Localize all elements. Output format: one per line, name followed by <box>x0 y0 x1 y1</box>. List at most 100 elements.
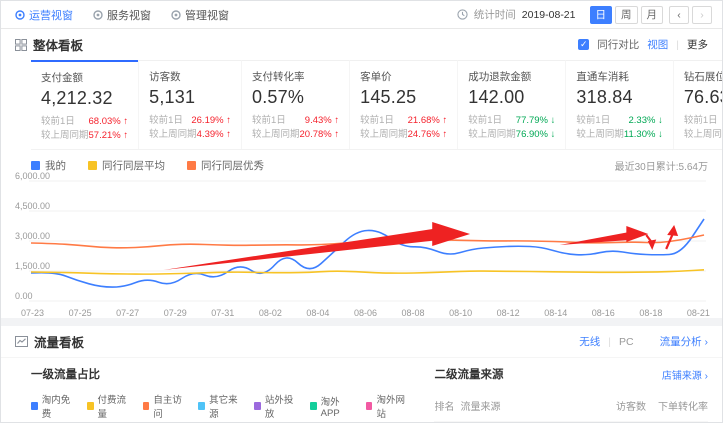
col-rank: 排名 <box>434 402 455 413</box>
y-axis-label: 1,500.00 <box>15 261 51 271</box>
dashboard-grid-icon <box>15 38 27 51</box>
metric-card-3[interactable]: 支付转化率 0.57% 较前1日 9.43% ↑ 较上周同期 20.78% ↑ <box>240 60 350 149</box>
shop-source-link[interactable]: 店铺来源 › <box>661 370 708 382</box>
x-axis-label: 08-02 <box>258 308 282 318</box>
window-icon <box>15 9 25 20</box>
pc-toggle[interactable]: PC <box>618 335 634 348</box>
x-axis-label: 07-23 <box>21 308 45 318</box>
metric-compare-row: 较前1日 21.68% ↑ <box>360 115 448 126</box>
more-link[interactable]: 更多 <box>687 39 708 51</box>
tab-label: 运营视窗 <box>29 9 73 22</box>
metric-title: 直通车消耗 <box>576 71 629 83</box>
chevron-left-icon[interactable]: ‹ <box>669 5 689 24</box>
stat-date[interactable]: 2019-08-21 <box>521 8 576 21</box>
arrow-up-icon: ↑ <box>442 115 448 126</box>
legend-item[interactable]: 自主访问 <box>142 392 186 420</box>
top-bar: 运营视窗 服务视窗 管理视窗 统计时间 2019-08-21 日 周 月 ‹ › <box>1 1 722 29</box>
legend-swatch <box>88 161 97 170</box>
x-axis-label: 08-18 <box>639 308 663 318</box>
tab-label: 服务视窗 <box>107 9 151 22</box>
arrow-down-icon: ↓ <box>550 115 556 126</box>
traffic-source-panel: 二级流量来源 店铺来源 › 排名 流量来源 访客数 下单转化率 1我的淘宝2,2… <box>434 366 708 422</box>
legend-item[interactable]: 其它来源 <box>198 392 241 420</box>
peer-compare-label[interactable]: 同行对比 <box>597 39 640 51</box>
metric-compare-row: 较前1日 68.03% ↑ <box>41 116 129 127</box>
metric-card-6[interactable]: 直通车消耗 318.84 较前1日 2.33% ↓ 较上周同期 11.30% ↓ <box>565 60 673 149</box>
clock-icon <box>457 9 468 20</box>
x-axis-label: 08-12 <box>496 308 520 318</box>
metric-value: 0.57% <box>251 87 305 107</box>
traffic-panel: 流量看板 无线 | PC 流量分析 › 一级流量占比 淘内免费 付费流量 自主访问其… <box>1 326 722 422</box>
arrow-up-icon: ↑ <box>334 115 340 126</box>
metric-compare-row: 较上周同期 20.78% ↑ <box>251 129 340 140</box>
arrow-down-icon: ↓ <box>658 115 663 126</box>
legend-swatch <box>142 402 150 410</box>
x-axis-label: 08-16 <box>591 308 615 318</box>
overview-panel: 整体看板 ✓ 同行对比 视图 | 更多 支付金额 4,212.32 较前1日 68.0… <box>1 29 722 318</box>
wireless-toggle[interactable]: 无线 <box>579 336 601 348</box>
legend-swatch <box>187 161 196 170</box>
trend-chart[interactable]: 6,000.00 4,500.00 3,000.00 1,500.00 0.00 <box>13 171 710 307</box>
stat-time-label: 统计时间 <box>473 9 516 21</box>
tab-label: 管理视窗 <box>185 9 229 22</box>
table-row[interactable]: 1我的淘宝2,2940.78% <box>434 421 708 422</box>
legend-swatch <box>31 161 40 170</box>
x-axis-label: 07-31 <box>211 308 235 318</box>
legend-swatch <box>198 402 206 410</box>
period-switch: 日 周 月 <box>589 5 663 24</box>
legend-swatch <box>309 402 317 410</box>
metric-title: 成功退款金额 <box>468 71 532 83</box>
metric-value: 145.25 <box>360 87 417 107</box>
view-tabs: 运营视窗 服务视窗 管理视窗 <box>15 7 229 23</box>
tab-manage-window[interactable]: 管理视窗 <box>171 7 229 23</box>
legend-item[interactable]: 同行同层优秀 <box>187 158 264 173</box>
metric-card-5[interactable]: 成功退款金额 142.00 较前1日 77.79% ↓ 较上周同期 76.90% ↓ <box>457 60 566 149</box>
tab-service-window[interactable]: 服务视窗 <box>93 7 151 23</box>
legend-swatch <box>365 402 373 410</box>
legend-item[interactable]: 淘内免费 <box>31 392 74 420</box>
metric-title: 支付金额 <box>41 72 83 84</box>
tab-operation-window[interactable]: 运营视窗 <box>15 7 73 23</box>
peer-compare-checkbox[interactable]: ✓ <box>578 39 590 50</box>
metric-compare-row: 较上周同期 11.30% ↓ <box>576 129 663 140</box>
traffic-source-title: 二级流量来源 <box>434 369 504 381</box>
trend-x-axis: 07-23 07-25 07-27 07-29 07-31 08-02 08-04 08-06… <box>21 308 710 318</box>
metric-card-2[interactable]: 访客数 5,131 较前1日 26.19% ↑ 较上周同期 4.39% ↑ <box>138 60 241 149</box>
period-week-button[interactable]: 周 <box>615 5 638 24</box>
cvr-cell: 0.78% <box>646 421 708 422</box>
metric-card-1[interactable]: 支付金额 4,212.32 较前1日 68.03% ↑ 较上周同期 57.21% ↑ <box>31 60 139 149</box>
legend-item[interactable]: 站外投放 <box>254 392 297 420</box>
x-axis-label: 08-21 <box>686 308 710 318</box>
x-axis-label: 08-08 <box>401 308 425 318</box>
legend-item[interactable]: 我的 <box>31 158 66 173</box>
traffic-analysis-link[interactable]: 流量分析 › <box>659 336 708 348</box>
metric-title: 访客数 <box>149 71 181 83</box>
legend-item[interactable]: 淘外APP <box>309 392 353 420</box>
metric-card-4[interactable]: 客单价 145.25 较前1日 21.68% ↑ 较上周同期 24.76% ↑ <box>349 60 458 149</box>
traffic-source-table: 排名 流量来源 访客数 下单转化率 1我的淘宝2,2940.78%2手淘首页2,… <box>434 394 708 422</box>
period-month-button[interactable]: 月 <box>640 5 663 24</box>
x-axis-label: 08-14 <box>544 308 568 318</box>
overview-title: 整体看板 <box>33 39 84 53</box>
metric-compare-row: 较前1日51.80% ↓ <box>683 115 718 126</box>
x-axis-label: 07-25 <box>68 308 92 318</box>
arrow-down-icon: ↓ <box>658 129 663 140</box>
period-day-button[interactable]: 日 <box>589 5 612 24</box>
legend-item[interactable]: 付费流量 <box>86 392 130 420</box>
metric-cards: 支付金额 4,212.32 较前1日 68.03% ↑ 较上周同期 57.21% ↑ 访客数… <box>31 60 722 150</box>
divider: | <box>608 335 611 348</box>
legend-item[interactable]: 淘外网站 <box>365 392 409 420</box>
legend-swatch <box>31 402 38 410</box>
date-pager: ‹ › <box>669 5 712 24</box>
view-link[interactable]: 视图 <box>647 39 669 51</box>
metric-compare-row: 较上周同期 24.76% ↑ <box>360 129 448 140</box>
series-line-同行同层平均 <box>30 269 705 275</box>
metric-value: 142.00 <box>468 87 525 107</box>
chevron-right-icon[interactable]: › <box>692 5 712 24</box>
arrow-up-icon: ↑ <box>442 129 448 140</box>
series-line-我的 <box>30 218 705 288</box>
metric-value: 76.63 <box>683 87 722 107</box>
legend-item[interactable]: 同行同层平均 <box>88 158 165 173</box>
